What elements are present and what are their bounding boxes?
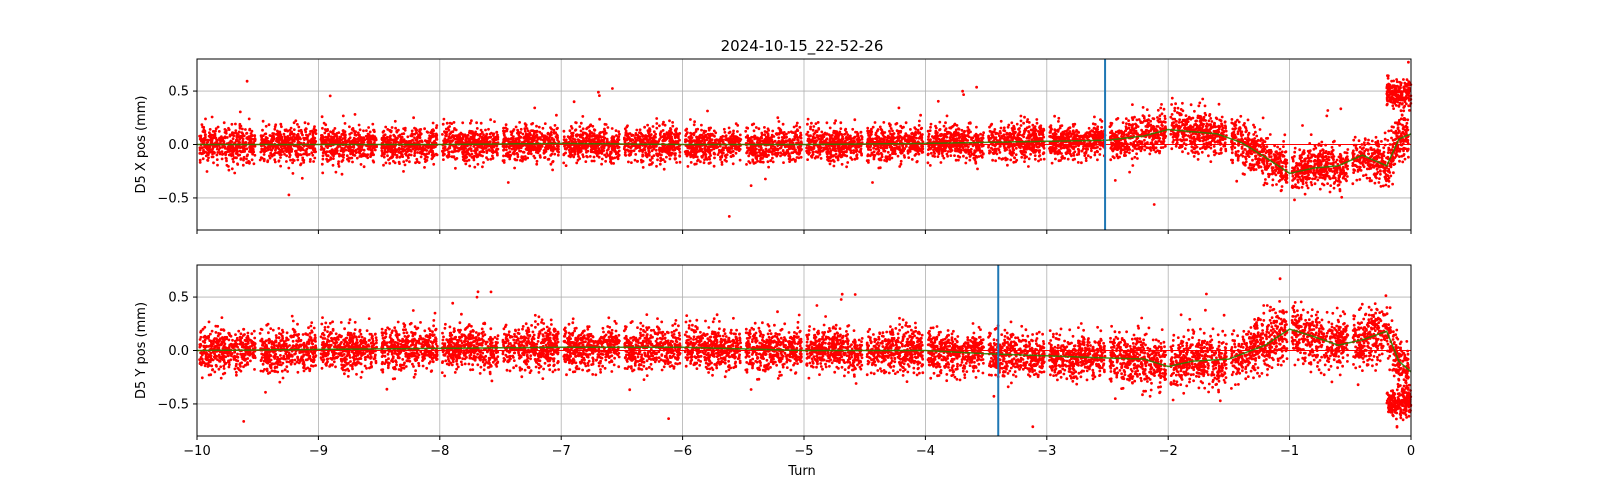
x-tick-label: −3 [1037, 444, 1056, 459]
y-axis-ticks: 0.5 0.0 −0.5 [157, 85, 197, 206]
y-position-points [198, 277, 1413, 429]
y-tick-label: 0.5 [168, 85, 189, 100]
y-tick-label: 0.5 [168, 291, 189, 306]
x-tick-label: −7 [552, 444, 571, 459]
y-tick-label: −0.5 [157, 397, 189, 412]
x-tick-label: −1 [1280, 444, 1299, 459]
y-tick-label: 0.0 [168, 138, 189, 153]
y-axis-label: D5 X pos (mm) [134, 95, 149, 193]
x-axis-ticks: −10 −9 −8 −7 −6 −5 −4 −3 −2 −1 0 [183, 436, 1415, 459]
x-axis-ticks [196, 230, 1412, 234]
scatter-points [198, 277, 1413, 429]
panel-overlay [197, 59, 1412, 230]
y-axis-ticks: 0.5 0.0 −0.5 [157, 291, 197, 412]
x-tick-label: −5 [794, 444, 813, 459]
x-position-points [198, 60, 1413, 218]
panel-overlay [197, 265, 1412, 436]
y-tick-label: 0.0 [168, 344, 189, 359]
x-tick-label: −4 [916, 444, 935, 459]
y-tick-label: −0.5 [157, 191, 189, 206]
x-tick-label: −9 [309, 444, 328, 459]
x-axis-label: Turn [787, 464, 816, 479]
x-tick-label: 0 [1407, 444, 1415, 459]
x-tick-label: −6 [673, 444, 692, 459]
scatter-points [198, 60, 1413, 218]
y-axis-label: D5 Y pos (mm) [134, 302, 149, 399]
x-tick-label: −2 [1159, 444, 1178, 459]
chart-title: 2024-10-15_22-52-26 [721, 37, 884, 56]
x-tick-label: −10 [183, 444, 210, 459]
y-position-panel: 0.50.0−0.5 −10 −9 −8 −7 −6 −5 −4 −3 −2 −1 0 D5 Y p… [134, 264, 1415, 459]
x-tick-label: −8 [430, 444, 449, 459]
trend-line [197, 128, 1412, 175]
trend-line [197, 328, 1412, 373]
x-position-panel: 0.5 0.0 −0.5 D5 X pos (mm) [134, 58, 1413, 234]
